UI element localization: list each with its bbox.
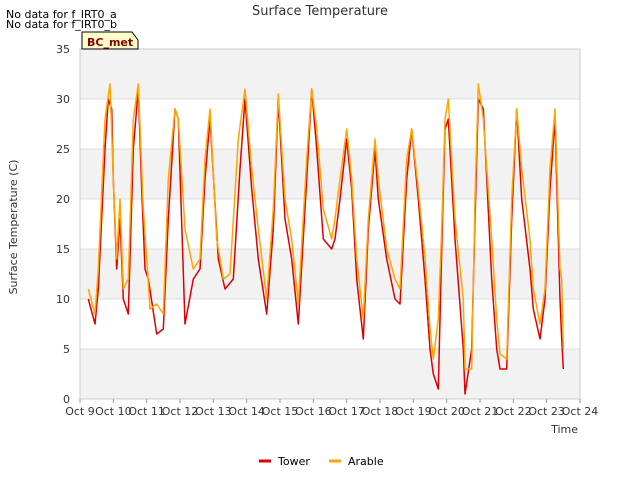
plot-band bbox=[80, 199, 580, 249]
y-axis-label: Surface Temperature (C) bbox=[7, 160, 20, 295]
station-badge-label: BC_met bbox=[87, 36, 133, 49]
plot-band bbox=[80, 349, 580, 399]
x-tick-label: Oct 21 bbox=[462, 405, 499, 418]
plot-band bbox=[80, 249, 580, 299]
no-data-note-b: No data for f_IRT0_b bbox=[6, 18, 118, 31]
x-tick-label: Oct 13 bbox=[195, 405, 232, 418]
chart-title: Surface Temperature bbox=[252, 4, 388, 19]
y-tick-label: 0 bbox=[63, 393, 70, 406]
x-tick-label: Oct 9 bbox=[65, 405, 95, 418]
x-tick-label: Oct 20 bbox=[428, 405, 465, 418]
y-axis-ticks: 0 5 10 15 20 25 30 35 bbox=[56, 43, 70, 406]
x-tick-label: Oct 12 bbox=[162, 405, 199, 418]
no-data-note-a: No data for f_IRT0_a bbox=[6, 8, 117, 21]
series-lines bbox=[87, 83, 565, 395]
plot-bands bbox=[80, 49, 580, 399]
x-tick-label: Oct 16 bbox=[295, 405, 332, 418]
legend-label-tower: Tower bbox=[277, 455, 310, 468]
y-tick-label: 5 bbox=[63, 343, 70, 356]
plot-frame bbox=[79, 48, 581, 400]
x-tick-label: Oct 23 bbox=[528, 405, 565, 418]
x-tick-label: Oct 10 bbox=[95, 405, 132, 418]
legend-label-arable: Arable bbox=[348, 455, 384, 468]
x-axis-label: Time bbox=[550, 423, 578, 436]
y-tick-label: 10 bbox=[56, 293, 70, 306]
plot-band bbox=[80, 49, 580, 99]
y-tick-label: 25 bbox=[56, 143, 70, 156]
x-tick-label: Oct 14 bbox=[228, 405, 265, 418]
y-tick-label: 20 bbox=[56, 193, 70, 206]
x-tick-label: Oct 11 bbox=[128, 405, 165, 418]
plot-band bbox=[80, 149, 580, 199]
legend: Tower Arable bbox=[259, 455, 384, 468]
x-tick-label: Oct 22 bbox=[495, 405, 532, 418]
series-line-arable bbox=[87, 83, 565, 370]
plot-band bbox=[80, 99, 580, 149]
x-tick-label: Oct 18 bbox=[362, 405, 399, 418]
x-tick-label: Oct 19 bbox=[395, 405, 432, 418]
x-tick-label: Oct 17 bbox=[328, 405, 365, 418]
y-tick-label: 30 bbox=[56, 93, 70, 106]
x-tick-label: Oct 15 bbox=[262, 405, 299, 418]
x-tick-label: Oct 24 bbox=[562, 405, 599, 418]
y-tick-label: 15 bbox=[56, 243, 70, 256]
y-tick-label: 35 bbox=[56, 43, 70, 56]
station-badge: BC_met bbox=[81, 31, 139, 50]
